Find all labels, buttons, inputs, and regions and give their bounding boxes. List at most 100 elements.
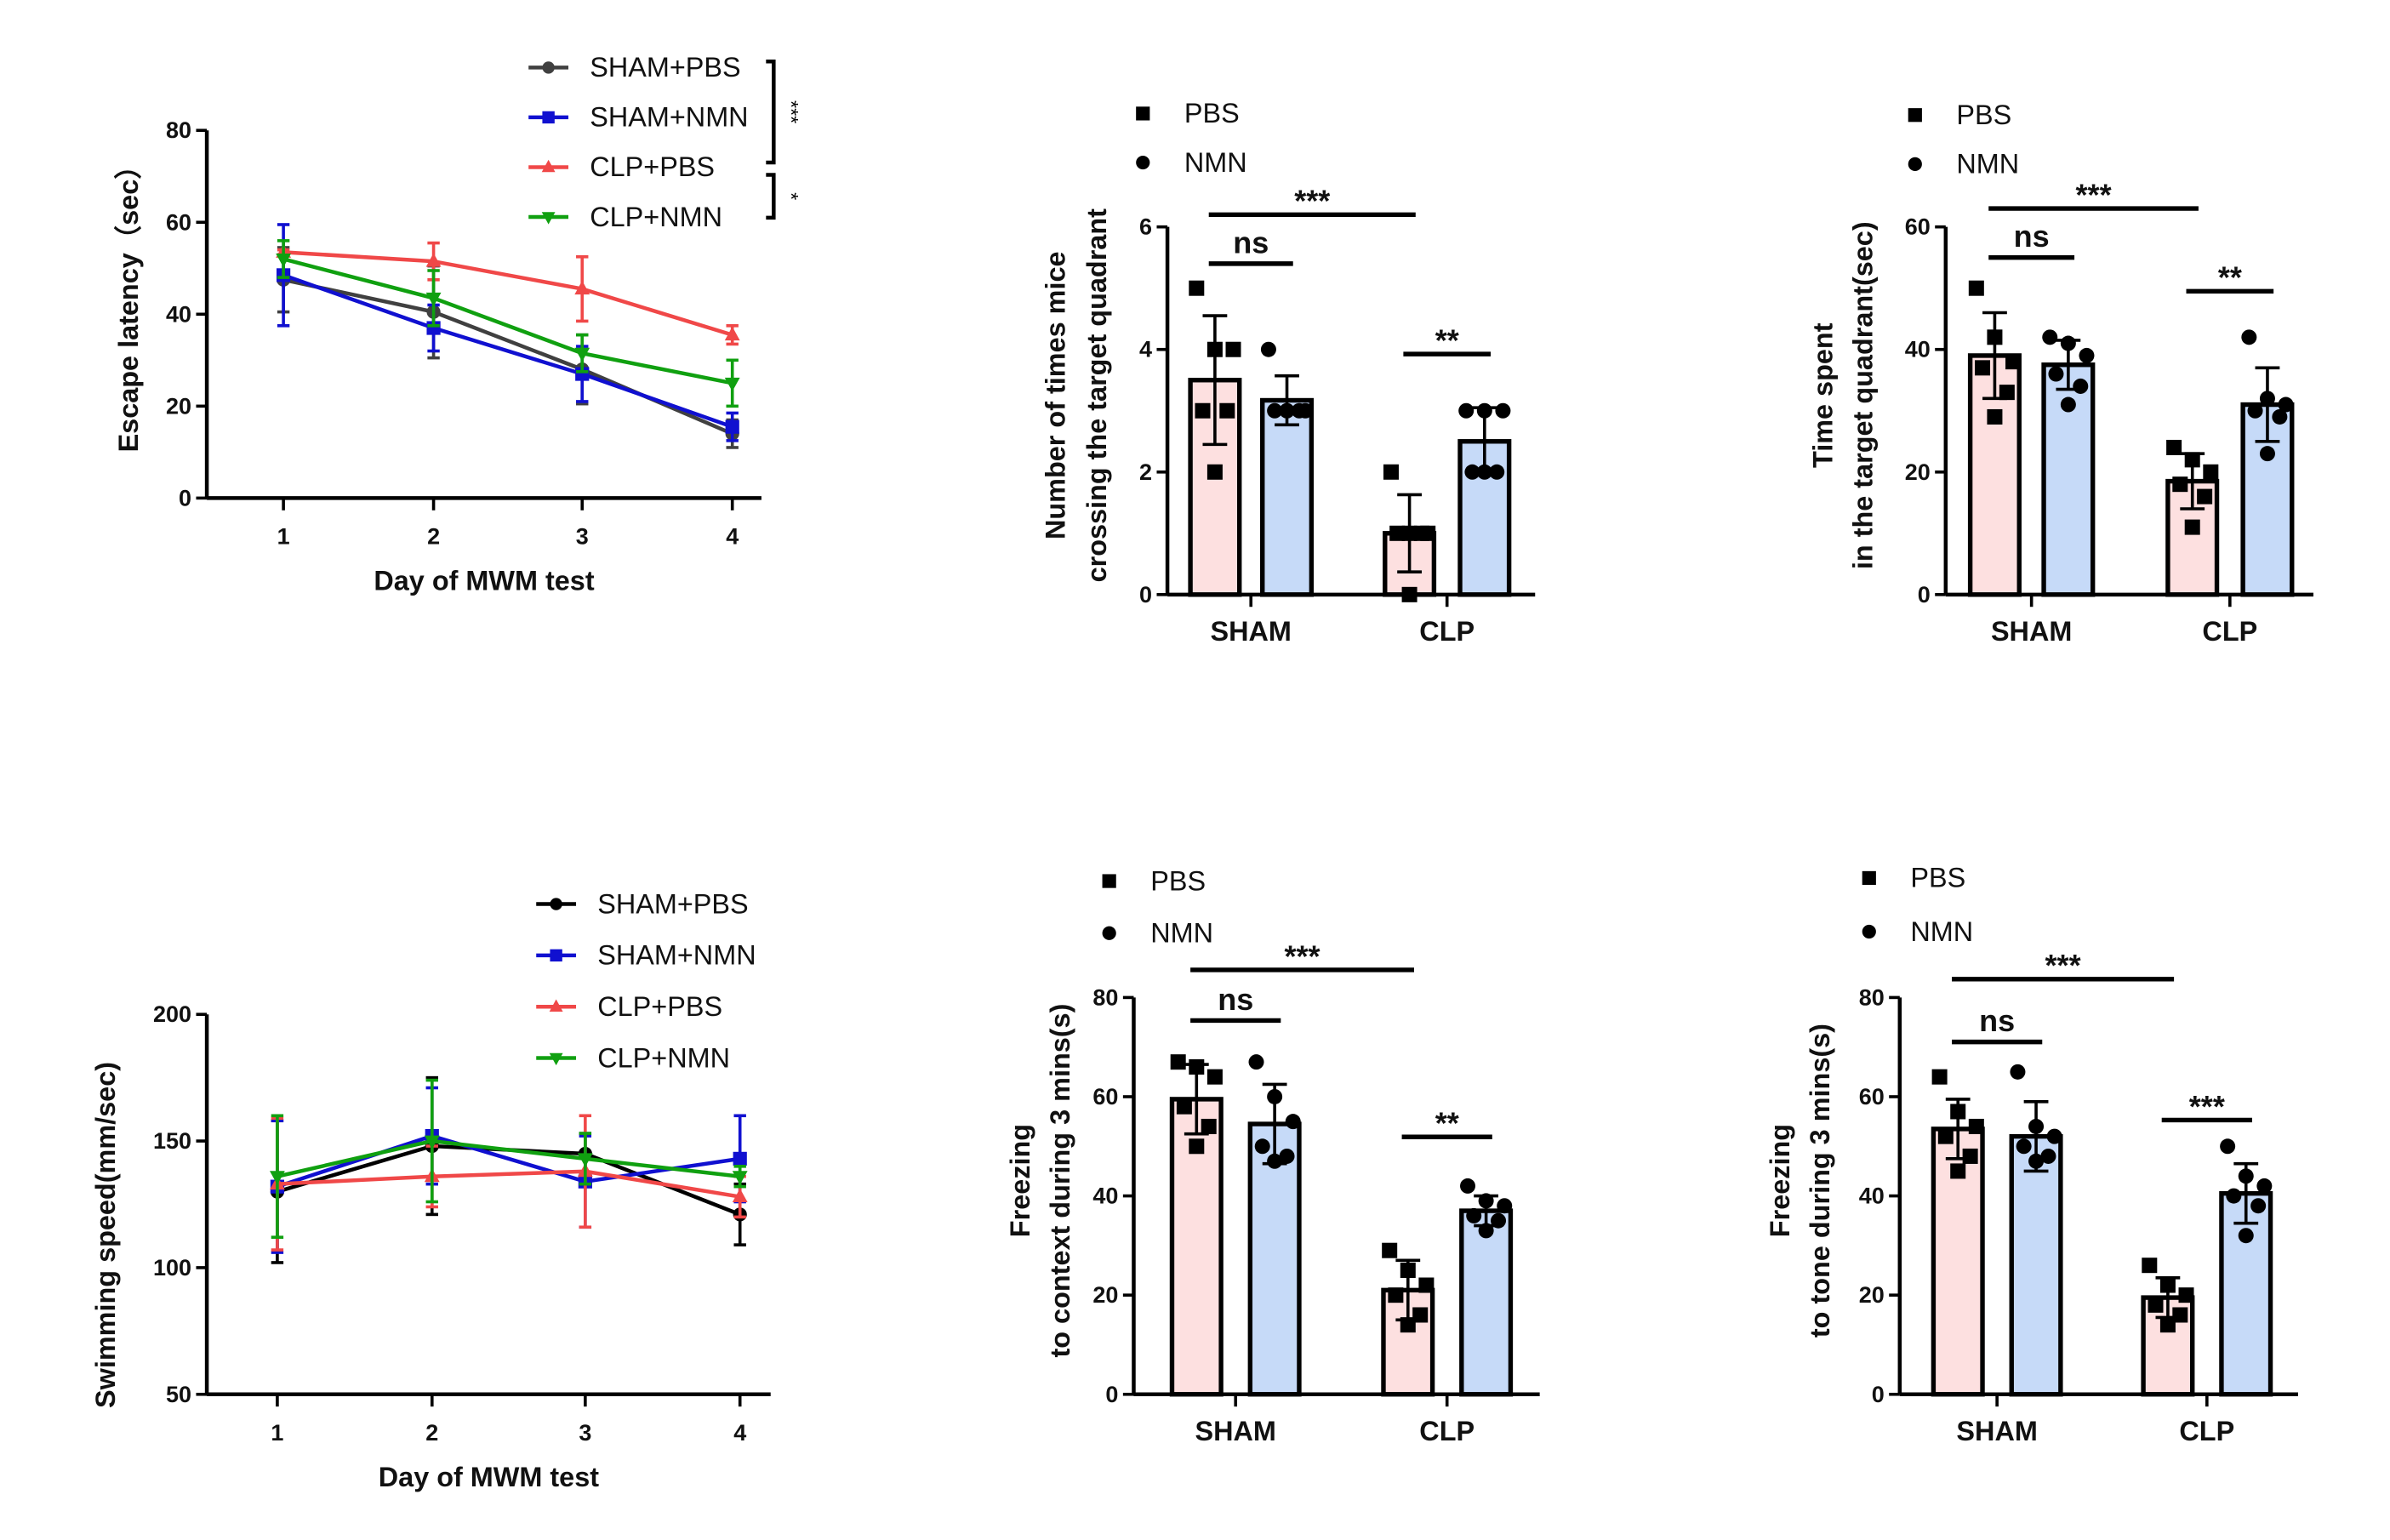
data-point — [1962, 1148, 1978, 1164]
y-tick-label: 20 — [1905, 459, 1931, 485]
data-point — [1219, 402, 1235, 419]
data-point — [574, 347, 590, 362]
bar-group — [1967, 280, 2022, 597]
x-tick-label: 3 — [579, 1420, 591, 1446]
data-point — [1225, 341, 1241, 357]
data-point — [724, 377, 740, 392]
significance-label: ns — [1233, 225, 1269, 260]
bar — [1459, 1208, 1514, 1397]
data-point — [2272, 408, 2288, 425]
chart-2: 0 2 4 6 Number of times mice crossing the tar… — [1040, 98, 1536, 647]
data-point — [1491, 1212, 1507, 1229]
chart-5: 0 20 40 60 80 Freezing to context during 3 min… — [1005, 865, 1540, 1446]
significance-label: ns — [2014, 219, 2050, 254]
y-axis-label: crossing the target quadrant — [1081, 208, 1112, 583]
y-axis-label: Freezing — [1005, 1124, 1035, 1237]
data-point — [1189, 1059, 1205, 1075]
data-point — [2148, 1297, 2164, 1313]
legend-label: PBS — [1910, 863, 1965, 893]
legend-marker — [1102, 926, 1116, 940]
chart-4: 50 100 150 200 Swimming speed(mm/sec) SHAM+PB… — [90, 888, 771, 1492]
legend-marker — [550, 898, 562, 910]
y-axis-label: Freezing — [1765, 1124, 1795, 1237]
bar-group — [1381, 1242, 1435, 1397]
series-line — [277, 1169, 741, 1199]
category-label: SHAM — [1991, 616, 2072, 647]
legend-marker — [542, 61, 555, 74]
legend-label: SHAM+NMN — [590, 102, 748, 133]
data-point — [2005, 354, 2022, 370]
data-point — [2226, 1188, 2242, 1204]
data-point — [1476, 402, 1492, 419]
series-line — [282, 257, 733, 385]
data-point — [1206, 341, 1223, 357]
y-tick-label: 80 — [166, 117, 191, 143]
data-point — [2079, 347, 2095, 363]
bar-group — [2141, 1258, 2195, 1397]
bar — [1260, 397, 1315, 597]
series-CLP+NMN — [270, 1078, 748, 1239]
data-point — [1950, 1104, 1966, 1120]
legend-marker — [1908, 108, 1922, 123]
y-axis-label: in the target quadrant(sec) — [1847, 221, 1878, 569]
data-point — [1497, 1198, 1513, 1214]
data-point — [276, 254, 292, 268]
legend-marker — [541, 159, 556, 173]
data-point — [2028, 1153, 2045, 1169]
chart-1: 0 20 40 60 80 Escape latency（sec） SHAM+PBS SHAM… — [113, 52, 802, 596]
bar-group — [1169, 1054, 1224, 1397]
legend-label: PBS — [1956, 100, 2011, 130]
legend-marker — [1862, 924, 1876, 939]
data-point — [1412, 1307, 1429, 1323]
significance-label: ** — [1435, 323, 1459, 358]
data-point — [1968, 1118, 1984, 1134]
y-tick-label: 60 — [166, 209, 191, 235]
bar-group — [2009, 1064, 2063, 1397]
x-tick-label: 1 — [271, 1420, 283, 1446]
legend-label: SHAM+NMN — [597, 940, 756, 971]
data-point — [1987, 329, 2003, 345]
y-tick-label: 40 — [1092, 1184, 1118, 1209]
series-CLP+PBS — [270, 1114, 748, 1252]
series-line — [277, 1133, 741, 1189]
data-point — [732, 1188, 748, 1203]
legend-label: SHAM+PBS — [597, 888, 748, 919]
legend-marker — [549, 999, 563, 1012]
bar — [2009, 1133, 2063, 1397]
y-tick-label: 60 — [1859, 1084, 1885, 1109]
chart-3: 0 20 40 60 Time spent in the target quadrant(… — [1808, 100, 2313, 647]
series-SHAM+PBS — [277, 246, 739, 449]
significance-label: *** — [2045, 948, 2081, 983]
bar-group — [1931, 1069, 1985, 1397]
bar-group — [1457, 402, 1512, 597]
data-point — [1279, 402, 1295, 419]
data-point — [1267, 1088, 1283, 1104]
y-tick-label: 150 — [153, 1128, 191, 1154]
category-label: CLP — [1419, 1416, 1474, 1446]
data-point — [733, 1151, 747, 1166]
data-point — [424, 1135, 440, 1149]
bar-group — [1260, 341, 1315, 597]
series-line — [282, 250, 733, 337]
data-point — [2203, 464, 2219, 480]
x-tick-label: 3 — [576, 523, 589, 549]
data-point — [1176, 1098, 1192, 1115]
category-label: CLP — [2179, 1416, 2234, 1446]
y-tick-label: 100 — [153, 1255, 191, 1280]
y-tick-label: 40 — [1905, 337, 1931, 362]
bar — [2219, 1190, 2273, 1397]
significance-label: *** — [780, 100, 802, 123]
significance-bracket — [766, 59, 776, 165]
y-axis-label: to context during 3 mins(s) — [1045, 1004, 1075, 1358]
data-point — [1279, 1148, 1295, 1164]
data-point — [2040, 1148, 2056, 1164]
legend-marker — [549, 1052, 563, 1066]
data-point — [1383, 464, 1399, 480]
data-point — [1476, 464, 1492, 480]
category-label: SHAM — [1211, 616, 1292, 647]
legend-label: NMN — [1150, 918, 1213, 949]
data-point — [1400, 1317, 1416, 1333]
x-tick-label: 2 — [427, 523, 440, 549]
y-axis-label: Time spent — [1808, 322, 1839, 468]
